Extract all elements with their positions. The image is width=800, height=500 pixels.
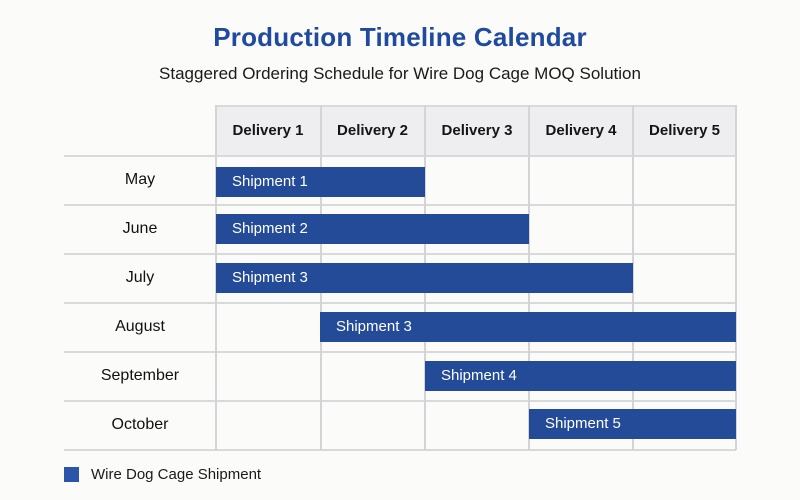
row-label-august: August <box>115 318 165 335</box>
grid-line <box>64 155 736 157</box>
column-header: Delivery 3 <box>441 122 513 139</box>
column-header: Delivery 4 <box>545 122 617 139</box>
grid-line <box>64 400 736 402</box>
shipment-bar: Shipment 3 <box>216 263 633 293</box>
shipment-bar: Shipment 2 <box>216 214 529 244</box>
shipment-bar: Shipment 1 <box>216 167 425 197</box>
legend: Wire Dog Cage Shipment <box>64 464 261 484</box>
column-header: Delivery 5 <box>649 122 720 139</box>
grid-line <box>64 351 736 353</box>
grid-line <box>64 302 736 304</box>
chart-title: Production Timeline Calendar <box>213 22 587 52</box>
row-label-may: May <box>124 171 156 188</box>
shipment-bar: Shipment 5 <box>529 409 736 439</box>
row-label-june: June <box>122 220 158 237</box>
row-label-october: October <box>111 416 169 433</box>
row-label-september: September <box>100 367 180 384</box>
grid-line <box>64 449 736 451</box>
chart-subtitle: Staggered Ordering Schedule for Wire Dog… <box>159 64 641 83</box>
grid-line <box>216 105 736 107</box>
column-header: Delivery 1 <box>232 122 304 139</box>
shipment-bar: Shipment 4 <box>425 361 736 391</box>
grid-line <box>64 204 736 206</box>
grid-line <box>215 105 217 450</box>
row-label-july: July <box>125 269 155 286</box>
grid-line <box>64 253 736 255</box>
column-header: Delivery 2 <box>337 122 408 139</box>
grid-line <box>735 105 737 450</box>
header-row-background <box>216 106 736 156</box>
shipment-bar: Shipment 3 <box>320 312 736 342</box>
legend-swatch-icon <box>64 466 79 482</box>
legend-label: Wire Dog Cage Shipment <box>91 465 262 483</box>
